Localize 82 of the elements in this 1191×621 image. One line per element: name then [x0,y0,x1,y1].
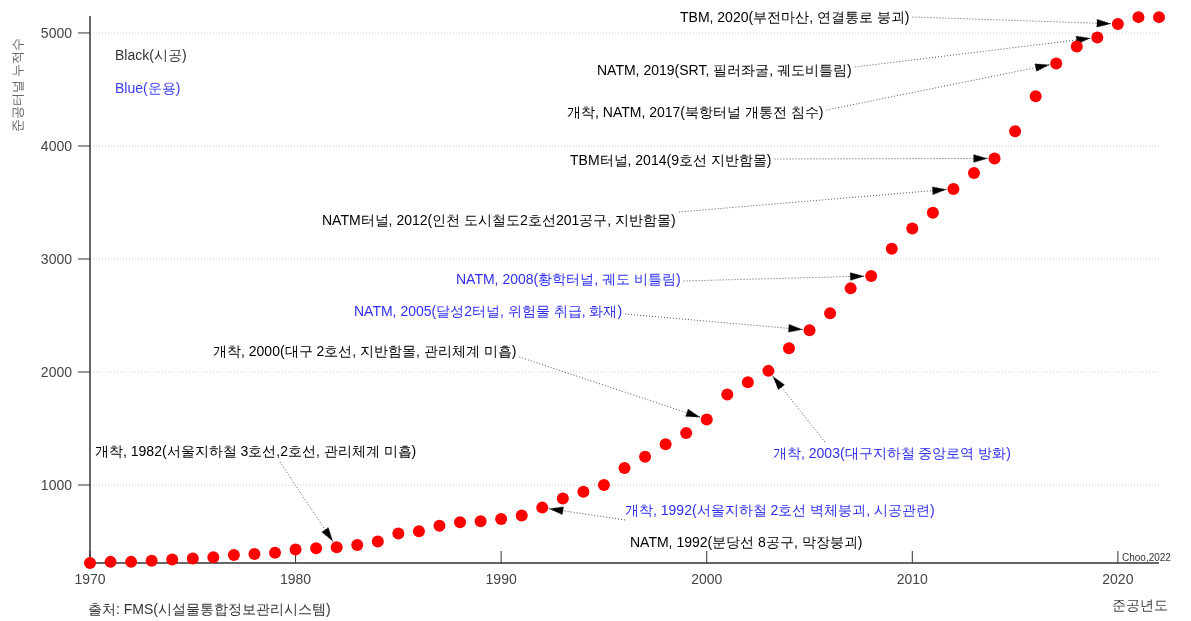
point [495,512,508,525]
point [721,388,734,401]
point [248,547,261,560]
x-axis-title: 준공년도 [1112,597,1168,613]
point [577,485,590,498]
annotation: 개착, 2003(대구지하철 중앙로역 방화) [773,445,1012,461]
y-tick-label: 2000 [40,364,73,380]
point [700,413,713,426]
point [433,519,446,532]
annotation: 개착, NATM, 2017(북항터널 개통전 침수) [567,104,824,120]
annotation: TBM터널, 2014(9호선 지반함몰) [570,152,772,168]
point [967,167,980,180]
point [186,552,199,565]
y-tick-label: 3000 [40,250,73,267]
point [310,542,323,555]
point [782,342,795,355]
point [125,555,138,568]
point [227,549,240,562]
point [166,553,179,566]
point [330,541,343,554]
point [145,554,158,567]
point [289,543,302,556]
annotation: NATM, 2008(황학터널, 궤도 비틀림) [456,271,681,287]
point [207,551,220,564]
x-tick-label: 2010 [896,571,929,587]
annotation: 개착, 1992(서울지하철 2호선 벽체붕괴, 시공관련) [625,502,935,518]
point [988,152,1001,165]
point [1070,40,1083,53]
point [885,242,898,255]
x-tick-label: 1970 [74,571,106,587]
point [947,182,960,195]
point [84,557,96,569]
point [618,462,631,475]
point [1029,90,1042,103]
y-axis-title: 준공터널 누적수 [10,37,25,133]
source-note: 출처: FMS(시설물통합정보관리시스템) [88,601,331,617]
point [515,509,528,522]
point [865,269,878,282]
point [269,546,282,559]
point [351,538,364,551]
y-tick-label: 5000 [40,24,73,41]
point [597,479,610,492]
point [906,222,919,235]
point [412,525,425,538]
point [1091,31,1104,44]
annotation: Black(시공) [115,47,187,63]
annotation: NATM, 1992(분당선 8공구, 막장붕괴) [630,534,863,550]
point [1132,11,1145,24]
annotation: NATM, 2005(달성2터널, 위험물 취급, 화재) [354,303,623,319]
annotation: 개착, 2000(대구 2호선, 지반함몰, 관리체계 미흡) [213,343,517,359]
point [680,427,693,440]
annotation: Choo,2022 [1122,552,1172,563]
point [454,516,467,529]
point [1009,125,1022,138]
x-tick-label: 1980 [280,571,312,587]
point [104,555,117,568]
point [844,282,857,295]
point [803,324,816,337]
point [1111,17,1124,30]
annotation: NATM터널, 2012(인천 도시철도2호선201공구, 지반함몰) [322,212,676,228]
point [824,307,837,320]
y-tick-label: 1000 [40,477,73,494]
point [1153,11,1165,24]
point [639,450,652,463]
point [556,492,569,505]
point [926,206,939,219]
point [392,527,405,540]
point [762,364,775,377]
annotation: Blue(운용) [115,80,181,96]
annotation: TBM, 2020(부전마산, 연결통로 붕괴) [680,9,910,25]
x-tick-label: 2020 [1102,571,1134,587]
point [536,501,549,514]
y-tick-label: 4000 [40,137,73,154]
point [741,376,754,389]
x-tick-label: 2000 [691,571,723,587]
annotation: 개착, 1982(서울지하철 3호선,2호선, 관리체계 미흡) [95,443,417,459]
point [371,535,384,548]
point [474,515,487,528]
x-tick-label: 1990 [485,571,517,587]
annotation: NATM, 2019(SRT, 필러좌굴, 궤도비틀림) [597,62,852,78]
point [1050,57,1063,70]
point [659,438,672,451]
